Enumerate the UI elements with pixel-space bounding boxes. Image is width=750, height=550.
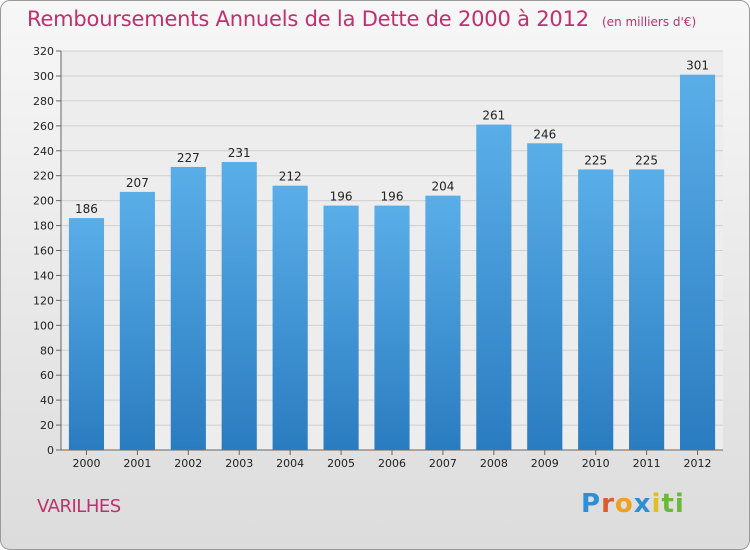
logo-letter: P bbox=[581, 489, 602, 519]
y-tick-label: 40 bbox=[40, 394, 54, 407]
bar-2006 bbox=[374, 205, 410, 450]
logo-letter: i bbox=[651, 489, 662, 519]
y-tick-label: 20 bbox=[40, 419, 54, 432]
bar-2002 bbox=[170, 166, 206, 450]
y-tick-label: 160 bbox=[33, 245, 54, 258]
y-tick-label: 60 bbox=[40, 369, 54, 382]
chart-subtitle: (en milliers d'€) bbox=[602, 15, 697, 29]
bar-2000 bbox=[68, 218, 105, 450]
data-label-2001: 207 bbox=[126, 176, 149, 190]
x-tick-label-2007: 2007 bbox=[429, 457, 457, 470]
data-label-2002: 227 bbox=[177, 151, 200, 165]
x-tick-label-2003: 2003 bbox=[225, 457, 253, 470]
chart-title: Remboursements Annuels de la Dette de 20… bbox=[27, 7, 696, 31]
data-label-2008: 261 bbox=[482, 109, 505, 123]
x-tick-label-2009: 2009 bbox=[531, 457, 559, 470]
data-label-2003: 231 bbox=[228, 146, 251, 160]
x-tick-label-2004: 2004 bbox=[276, 457, 304, 470]
logo-letter: o bbox=[614, 489, 634, 519]
proxiti-logo: Proxiti bbox=[581, 489, 685, 519]
commune-name: VARILHES bbox=[37, 496, 121, 517]
bar-2008 bbox=[476, 124, 512, 451]
logo-letter: t bbox=[661, 489, 675, 519]
y-tick-label: 100 bbox=[33, 319, 54, 332]
x-tick-label-2011: 2011 bbox=[633, 457, 661, 470]
data-label-2004: 212 bbox=[279, 170, 302, 184]
y-tick-label: 280 bbox=[33, 95, 54, 108]
x-tick-label-2008: 2008 bbox=[480, 457, 508, 470]
y-tick-label: 80 bbox=[40, 344, 54, 357]
logo-letter: i bbox=[674, 489, 685, 519]
y-tick-label: 120 bbox=[33, 294, 54, 307]
data-label-2007: 204 bbox=[431, 180, 454, 194]
data-label-2000: 186 bbox=[75, 202, 98, 216]
bar-2010 bbox=[578, 169, 614, 450]
x-tick-label-2010: 2010 bbox=[582, 457, 610, 470]
x-tick-label-2006: 2006 bbox=[378, 457, 406, 470]
y-tick-label: 200 bbox=[33, 195, 54, 208]
bar-2009 bbox=[527, 143, 563, 451]
y-tick-label: 0 bbox=[47, 444, 54, 457]
data-label-2011: 225 bbox=[635, 153, 658, 167]
data-label-2005: 196 bbox=[330, 190, 353, 204]
bar-2004 bbox=[272, 185, 308, 450]
x-tick-label-2002: 2002 bbox=[174, 457, 202, 470]
y-tick-label: 240 bbox=[33, 145, 54, 158]
x-tick-label-2000: 2000 bbox=[72, 457, 100, 470]
bar-2011 bbox=[629, 169, 665, 450]
x-tick-label-2001: 2001 bbox=[123, 457, 151, 470]
y-tick-label: 300 bbox=[33, 70, 54, 83]
y-tick-label: 220 bbox=[33, 170, 54, 183]
data-label-2012: 301 bbox=[686, 59, 709, 73]
logo-letter: r bbox=[601, 489, 615, 519]
y-tick-label: 180 bbox=[33, 220, 54, 233]
bar-2012 bbox=[679, 74, 716, 451]
y-tick-label: 320 bbox=[33, 45, 54, 58]
data-label-2009: 246 bbox=[533, 127, 556, 141]
bar-2003 bbox=[221, 161, 257, 451]
bar-2001 bbox=[119, 191, 155, 450]
x-tick-label-2012: 2012 bbox=[684, 457, 712, 470]
logo-letter: x bbox=[633, 489, 652, 519]
chart-title-text: Remboursements Annuels de la Dette de 20… bbox=[27, 7, 589, 31]
bar-2007 bbox=[425, 195, 461, 450]
y-tick-label: 140 bbox=[33, 269, 54, 282]
bar-2005 bbox=[323, 205, 359, 450]
y-tick-label: 260 bbox=[33, 120, 54, 133]
x-tick-label-2005: 2005 bbox=[327, 457, 355, 470]
data-label-2006: 196 bbox=[381, 190, 404, 204]
data-label-2010: 225 bbox=[584, 153, 607, 167]
